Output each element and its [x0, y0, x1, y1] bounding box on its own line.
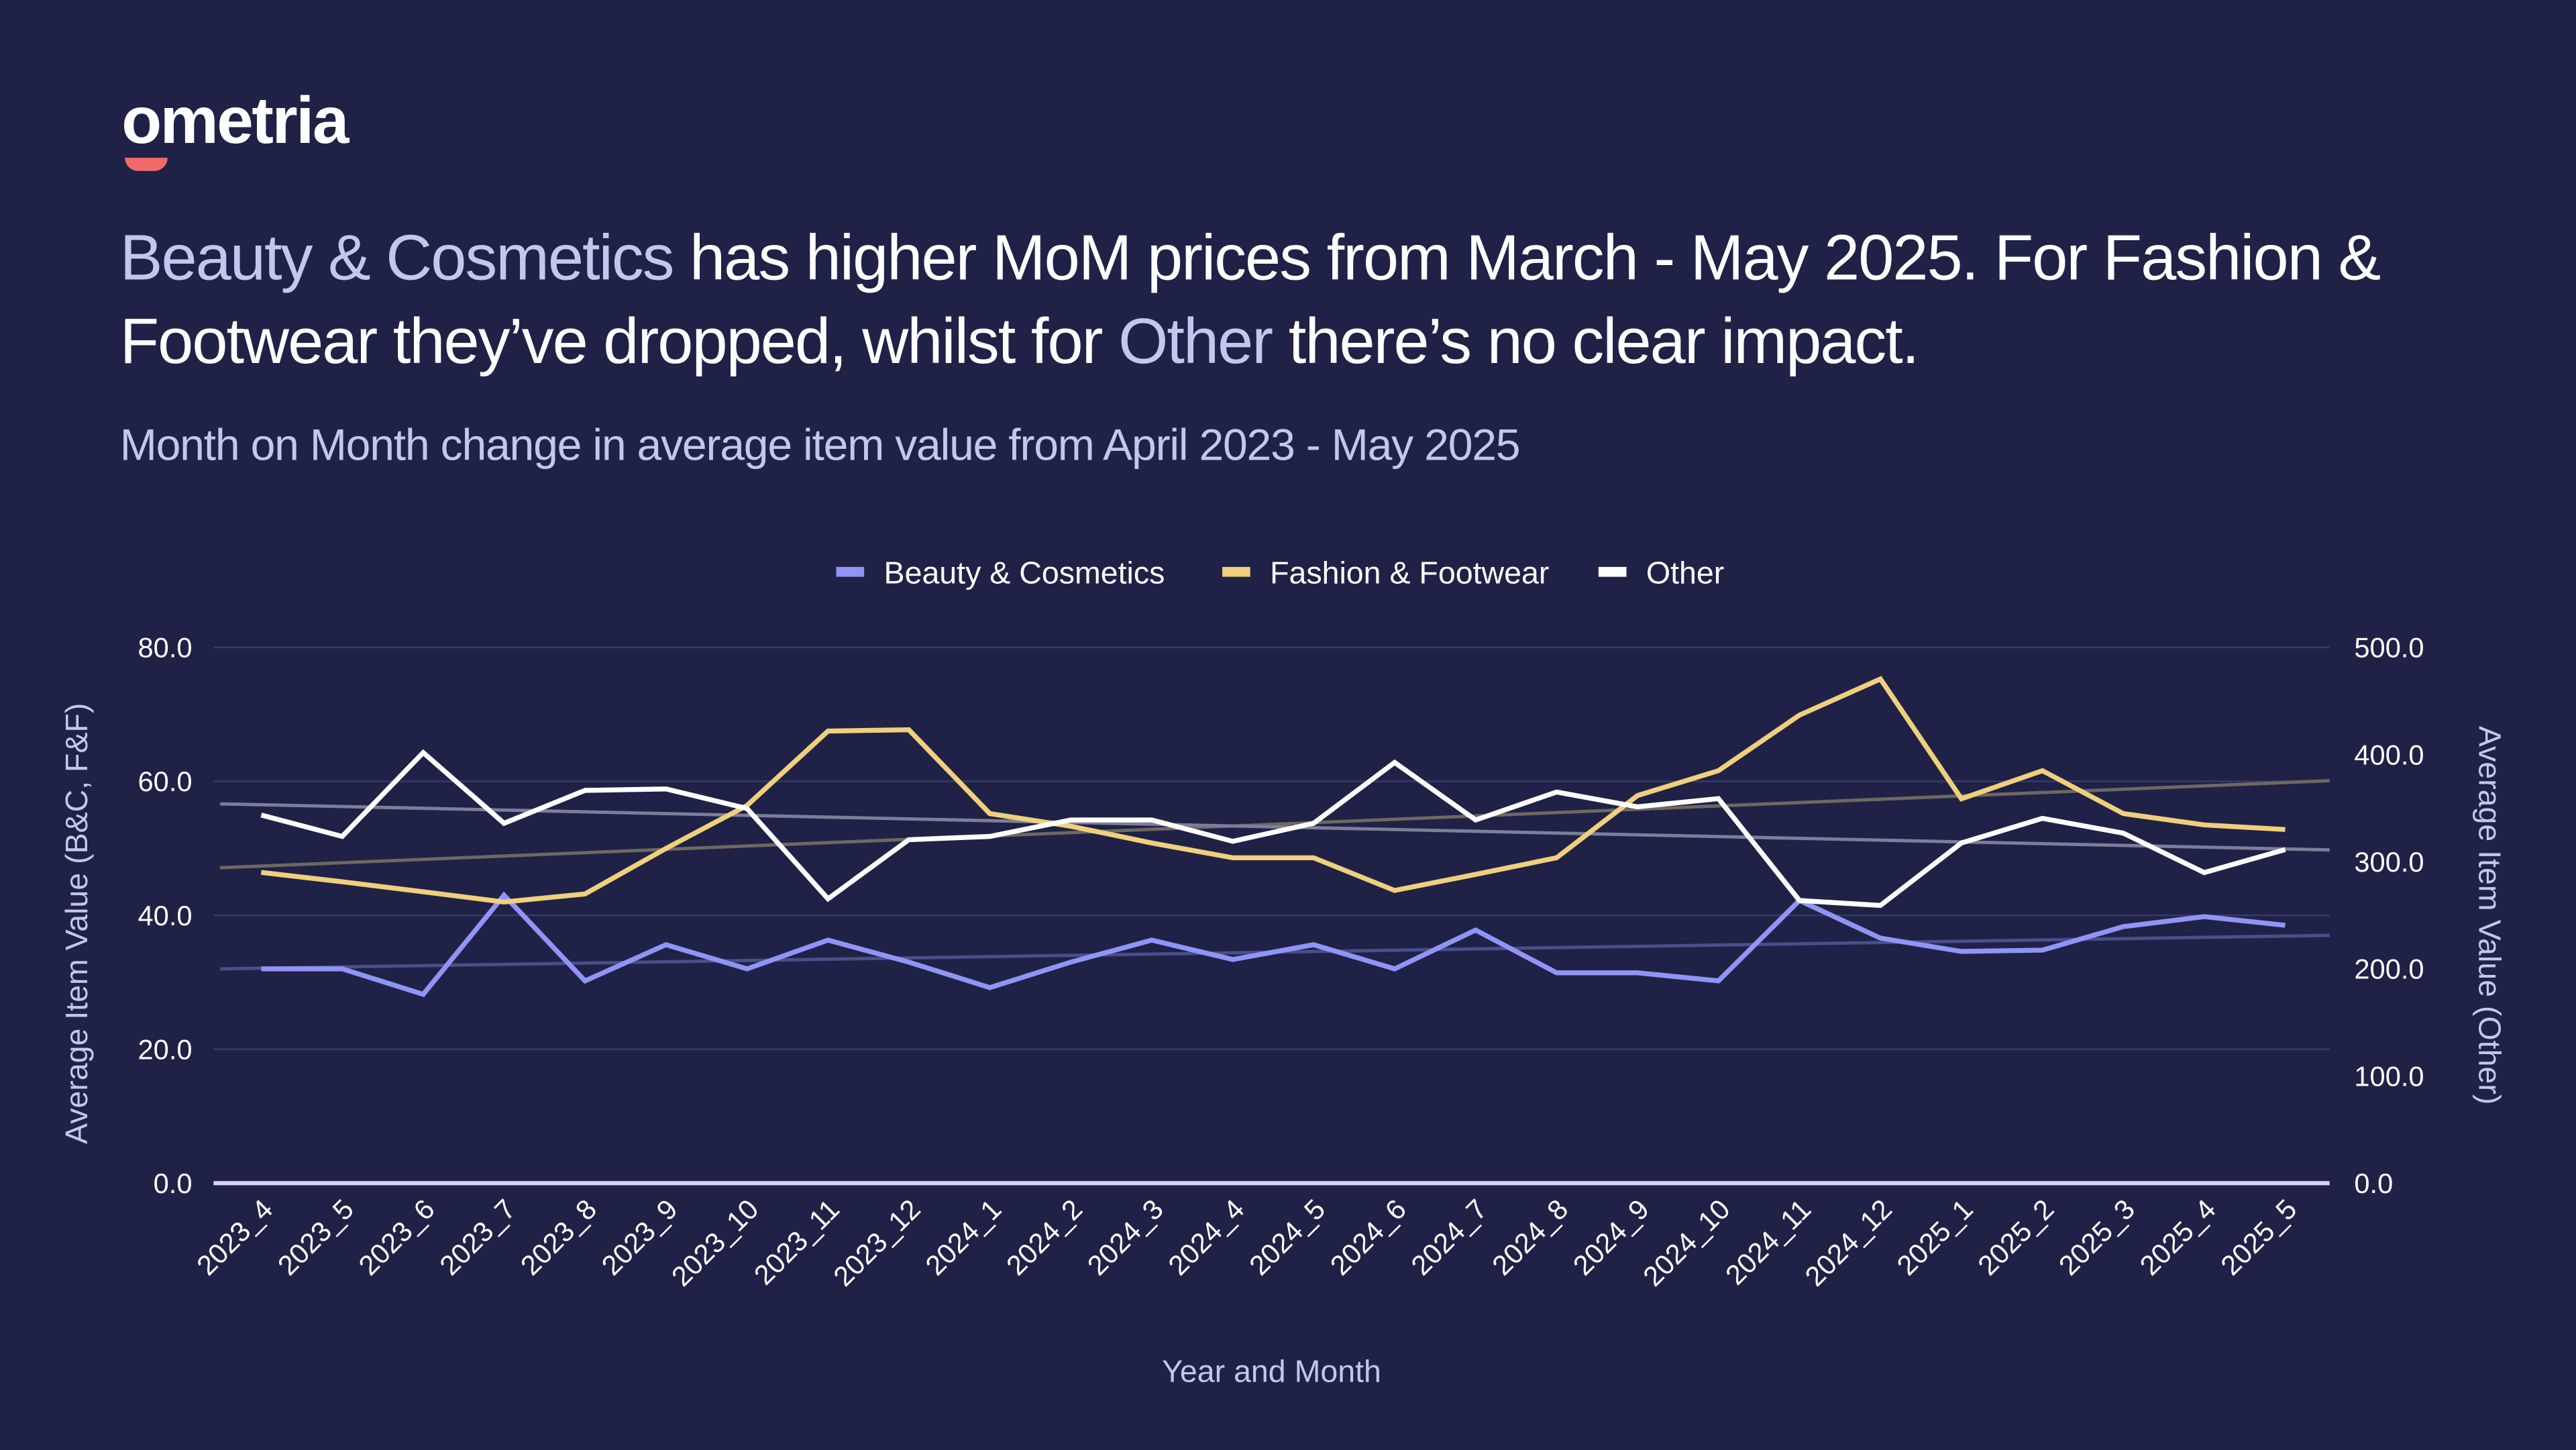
headline-text-2: there’s no clear impact. [1272, 307, 1920, 378]
series-line-1 [260, 676, 2286, 904]
x-tick: 2024_12 [1799, 1193, 1898, 1292]
x-tick: 2024_6 [1324, 1193, 1412, 1281]
legend-swatch-icon [1598, 566, 1627, 577]
y-tick-left: 40.0 [138, 900, 193, 931]
x-tick: 2024_8 [1486, 1193, 1574, 1281]
x-tick: 2023_6 [352, 1193, 440, 1281]
y-tick-left: 20.0 [138, 1033, 193, 1065]
x-tick: 2024_10 [1637, 1193, 1736, 1292]
y-tick-left: 0.0 [154, 1168, 193, 1199]
x-tick: 2024_11 [1719, 1193, 1817, 1291]
y-tick-right: 200.0 [2354, 953, 2424, 985]
x-tick: 2023_8 [515, 1193, 602, 1281]
x-tick: 2023_4 [191, 1193, 278, 1281]
trendline-1 [220, 779, 2330, 870]
y-tick-right: 500.0 [2354, 632, 2424, 664]
headline-text-1: has higher MoM prices from March - May 2… [119, 223, 2381, 378]
x-tick: 2024_2 [1000, 1193, 1088, 1281]
y-tick-left: 80.0 [138, 632, 193, 664]
x-axis-label: Year and Month [1162, 1354, 1381, 1389]
x-tick: 2023_12 [827, 1193, 926, 1292]
x-tick: 2024_5 [1243, 1193, 1331, 1281]
x-tick: 2023_11 [748, 1193, 846, 1291]
x-tick: 2025_5 [2214, 1193, 2302, 1281]
legend-item: Other [1646, 555, 1724, 590]
headline-highlight-beauty: Beauty & Cosmetics [119, 223, 675, 295]
x-tick: 2024_4 [1162, 1193, 1250, 1281]
x-tick: 2025_3 [2053, 1193, 2141, 1281]
logo-smile-icon [125, 158, 168, 171]
x-tick: 2024_1 [919, 1193, 1007, 1281]
x-tick: 2025_1 [1890, 1193, 1978, 1281]
legend-swatch-icon [836, 566, 865, 577]
chart-subtitle: Month on Month change in average item va… [119, 420, 1521, 470]
x-tick: 2024_3 [1081, 1193, 1169, 1281]
legend-item: Beauty & Cosmetics [884, 555, 1165, 590]
x-tick: 2025_4 [2133, 1193, 2221, 1281]
ometria-logo: ometria [121, 85, 349, 158]
y-tick-right: 300.0 [2354, 846, 2424, 878]
legend-swatch-icon [1222, 566, 1250, 577]
x-tick: 2023_5 [272, 1193, 360, 1281]
series-line-0 [261, 891, 2286, 998]
headline: Beauty & Cosmetics has higher MoM prices… [120, 217, 2486, 384]
y-tick-right: 0.0 [2354, 1168, 2393, 1199]
headline-highlight-other: Other [1118, 307, 1273, 378]
legend-item: Fashion & Footwear [1270, 555, 1549, 590]
y-axis-label-left: Average Item Value (B&C, F&F) [59, 703, 94, 1145]
trendline-2 [220, 802, 2330, 852]
y-tick-right: 400.0 [2354, 739, 2424, 770]
y-tick-left: 60.0 [138, 766, 193, 797]
x-tick: 2023_7 [433, 1193, 521, 1281]
y-axis-label-right: Average Item Value (Other) [2473, 726, 2508, 1104]
x-tick: 2024_7 [1405, 1193, 1493, 1281]
series-line-2 [260, 749, 2286, 909]
y-tick-right: 100.0 [2354, 1060, 2424, 1092]
x-tick: 2025_2 [1972, 1193, 2059, 1281]
x-tick: 2023_10 [665, 1193, 765, 1292]
